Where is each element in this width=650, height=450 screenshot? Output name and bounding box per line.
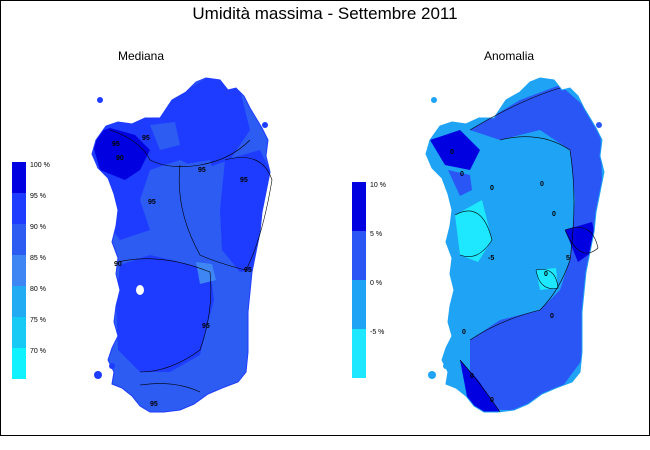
mediana-island-san-pietro: [109, 363, 115, 369]
mediana-legend-swatch: [12, 286, 26, 317]
mediana-contour-3: [117, 258, 212, 373]
anomalia-contour-1: [469, 87, 561, 131]
mediana-contour-label: 95: [112, 141, 120, 148]
mediana-area-100-nw: [92, 128, 150, 180]
mediana-contour-5: [224, 157, 273, 273]
anomalia-coastline: [425, 77, 605, 413]
anomalia-area-0-sw: [448, 290, 470, 360]
mediana-legend-swatch: [12, 317, 26, 348]
mediana-legend-swatch: [12, 348, 26, 379]
anomalia-legend: 10 % 5 % 0 % -5 %: [352, 182, 412, 382]
mediana-contour-label: 95: [150, 401, 158, 408]
anomalia-contour-label: 5: [566, 255, 570, 262]
anomalia-subtitle: Anomalia: [484, 49, 535, 63]
anomalia-contour-label: 0: [462, 329, 466, 336]
anomalia-area-10-nw: [430, 130, 480, 170]
mediana-contour-label: 95: [244, 267, 252, 274]
anomalia-contour-6: [459, 359, 501, 413]
mediana-legend-swatch: [12, 193, 26, 224]
anomalia-legend-swatch: [352, 182, 366, 231]
mediana-area-90-central: [176, 160, 220, 258]
mediana-coastline: [91, 77, 271, 413]
mediana-contour-2: [178, 164, 246, 271]
mediana-contour-1: [109, 129, 251, 167]
mediana-contour-label: 90: [116, 155, 124, 162]
mediana-map: 95 90 95 95 95 95 90 95 95 95: [91, 77, 273, 413]
anomalia-legend-swatch: [352, 231, 366, 280]
anomalia-island-tavolara: [596, 122, 602, 128]
mediana-contour-label: 95: [148, 199, 156, 206]
mediana-legend-swatch: [12, 224, 26, 255]
mediana-area-90-north: [150, 122, 180, 150]
anomalia-legend-label: 0 %: [370, 280, 383, 287]
anomalia-island-asinara: [431, 97, 437, 103]
anomalia-contour-label: 0: [470, 373, 474, 380]
mediana-island-tavolara: [262, 122, 268, 128]
anomalia-legend-label: 5 %: [370, 231, 383, 238]
mediana-contour-label: 95: [202, 323, 210, 330]
anomalia-legend-label: -5 %: [370, 329, 385, 336]
anomalia-contour-label: 0: [460, 171, 464, 178]
mediana-area-95-southwest: [116, 255, 214, 372]
anomalia-island-sant-antioco: [428, 371, 436, 379]
mediana-area-95-east: [220, 150, 270, 272]
mediana-legend-label: 75 %: [30, 317, 46, 324]
anomalia-area-neg5: [455, 200, 492, 262]
anomalia-contour-5: [564, 227, 599, 254]
mediana-legend-label: 90 %: [30, 224, 46, 231]
anomalia-contour-label: 0: [450, 149, 454, 156]
mediana-legend-label: 85 %: [30, 255, 46, 262]
mediana-lake: [136, 285, 144, 295]
mediana-area-90-south: [140, 382, 200, 412]
mediana-contour-label: 90: [114, 261, 122, 268]
anomalia-map: 0 0 0 0 0 -5 0 0 5 0 0 0: [425, 77, 605, 413]
anomalia-contour-label: 0: [552, 211, 556, 218]
anomalia-island-san-pietro: [443, 363, 449, 369]
mediana-contour-label: 95: [198, 167, 206, 174]
anomalia-area-5-west: [448, 170, 472, 196]
anomalia-contour-label: 0: [550, 313, 554, 320]
mediana-legend-label: 95 %: [30, 193, 46, 200]
mediana-island-asinara: [97, 97, 103, 103]
anomalia-legend-label: 10 %: [370, 182, 386, 189]
anomalia-contour-4: [535, 269, 559, 289]
mediana-contour-4: [139, 383, 201, 393]
anomalia-contour-label: 0: [490, 185, 494, 192]
mediana-legend: 100 % 95 % 90 % 85 % 80 % 75 % 70 %: [12, 162, 72, 382]
anomalia-contour-label: -5: [488, 255, 494, 262]
anomalia-contour-label: 0: [540, 181, 544, 188]
mediana-legend-swatch: [12, 162, 26, 193]
mediana-legend-swatch: [12, 255, 26, 286]
mediana-legend-label: 80 %: [30, 286, 46, 293]
anomalia-contour-label: 0: [544, 271, 548, 278]
anomalia-area-5: [470, 85, 602, 410]
anomalia-area-10-south: [460, 360, 500, 412]
anomalia-legend-swatch: [352, 329, 366, 378]
mediana-island-sant-antioco: [94, 371, 102, 379]
mediana-legend-label: 100 %: [30, 162, 50, 169]
anomalia-contour-3: [454, 210, 493, 257]
figure-title: Umidità massima - Settembre 2011: [192, 4, 458, 23]
anomalia-legend-swatch: [352, 280, 366, 329]
anomalia-contour-2: [469, 136, 575, 341]
mediana-contour-label: 95: [142, 135, 150, 142]
mediana-legend-label: 70 %: [30, 348, 46, 355]
mediana-contour-label: 95: [240, 177, 248, 184]
mediana-subtitle: Mediana: [118, 49, 165, 63]
mediana-area-95-north: [92, 78, 250, 240]
anomalia-contour-label: 0: [490, 397, 494, 404]
mediana-area-85: [196, 262, 216, 284]
